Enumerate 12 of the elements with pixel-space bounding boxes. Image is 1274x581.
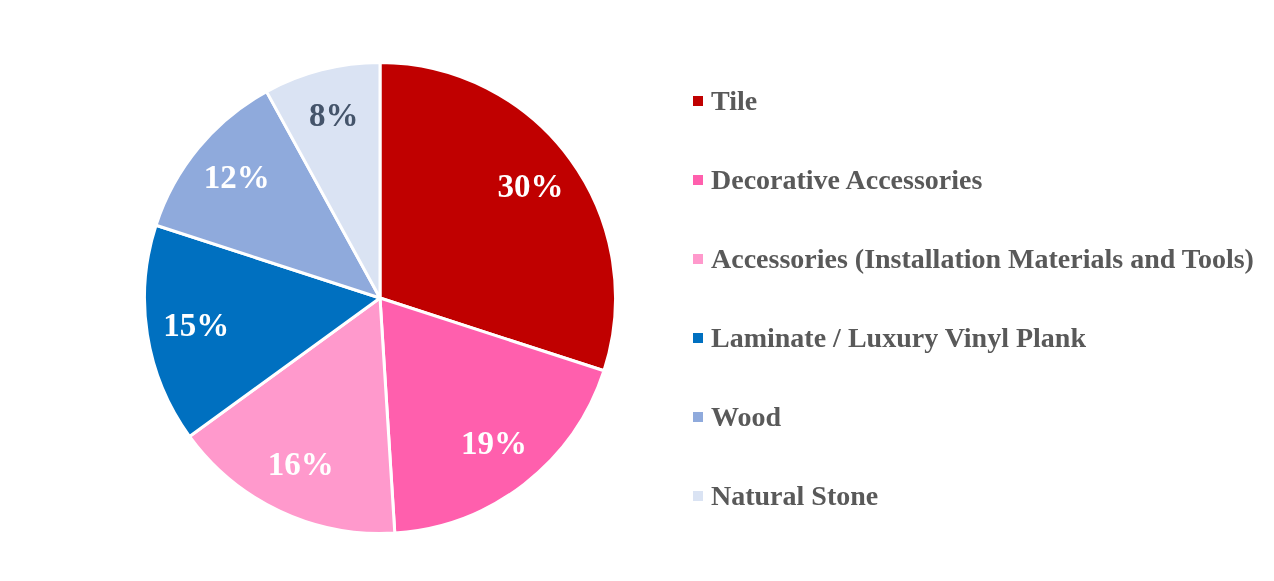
data-label: 30% (497, 168, 564, 205)
legend-label: Natural Stone (711, 479, 879, 512)
legend-label: Wood (711, 400, 782, 433)
data-label: 16% (267, 445, 334, 482)
data-label: 12% (203, 158, 270, 195)
legend-label: Decorative Accessories (711, 163, 983, 196)
data-label: 8% (308, 97, 359, 134)
legend-label: Tile (711, 84, 758, 117)
data-label: 15% (163, 306, 230, 343)
data-label: 19% (461, 424, 528, 461)
legend-label: Accessories (Installation Materials and Tools) (711, 242, 1254, 275)
legend-label: Laminate / Luxury Vinyl Plank (711, 321, 1086, 354)
